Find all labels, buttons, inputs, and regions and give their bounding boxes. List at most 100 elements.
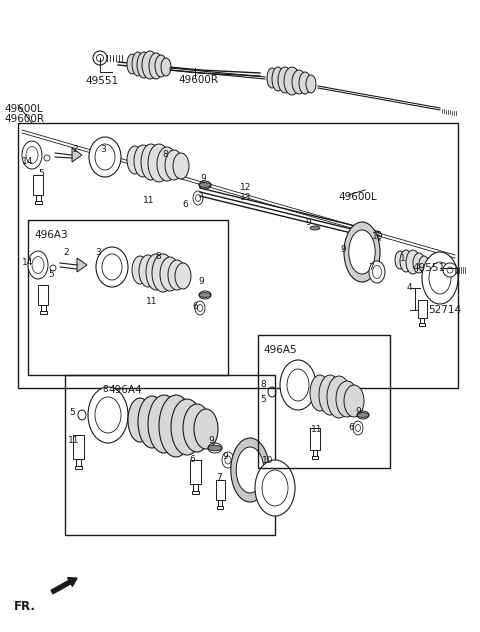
Text: 11: 11	[311, 425, 323, 434]
Ellipse shape	[102, 254, 122, 280]
Ellipse shape	[327, 376, 351, 418]
Text: 7: 7	[216, 473, 222, 482]
Bar	[312, 456, 318, 459]
Ellipse shape	[141, 144, 161, 180]
Text: 9: 9	[200, 174, 206, 183]
Ellipse shape	[132, 52, 144, 76]
Ellipse shape	[148, 395, 180, 453]
Bar	[258, 335, 390, 468]
Polygon shape	[77, 258, 87, 272]
Ellipse shape	[292, 70, 306, 94]
Ellipse shape	[96, 247, 128, 287]
Bar	[18, 123, 458, 388]
Ellipse shape	[299, 72, 311, 94]
Text: 11: 11	[143, 196, 155, 205]
Ellipse shape	[199, 293, 211, 298]
Ellipse shape	[231, 438, 269, 502]
Ellipse shape	[137, 52, 151, 78]
Ellipse shape	[44, 155, 50, 161]
Ellipse shape	[353, 421, 363, 435]
Ellipse shape	[284, 67, 300, 95]
Ellipse shape	[310, 375, 330, 411]
Text: 14: 14	[22, 258, 34, 267]
Text: 2: 2	[72, 145, 78, 154]
Ellipse shape	[89, 137, 121, 177]
Bar	[33, 175, 43, 195]
Ellipse shape	[349, 230, 375, 274]
Text: 49600R: 49600R	[178, 75, 218, 85]
Text: 496A3: 496A3	[34, 230, 68, 240]
Ellipse shape	[32, 257, 44, 274]
Ellipse shape	[152, 254, 174, 292]
Ellipse shape	[139, 255, 157, 287]
Ellipse shape	[422, 252, 458, 304]
Ellipse shape	[306, 75, 316, 93]
Ellipse shape	[138, 396, 166, 448]
Ellipse shape	[168, 260, 186, 290]
Text: 13: 13	[240, 193, 252, 202]
Text: 7: 7	[368, 263, 374, 272]
Bar	[40, 305, 46, 311]
Ellipse shape	[127, 146, 143, 174]
Ellipse shape	[194, 409, 218, 449]
Text: FR.: FR.	[14, 600, 36, 613]
Text: 6: 6	[192, 302, 198, 311]
Ellipse shape	[28, 251, 48, 279]
Text: 5: 5	[260, 395, 266, 404]
Ellipse shape	[413, 253, 425, 273]
Text: 49600L: 49600L	[4, 104, 43, 114]
Ellipse shape	[195, 301, 205, 315]
Ellipse shape	[26, 147, 38, 164]
Bar	[38, 285, 48, 305]
Ellipse shape	[50, 265, 56, 271]
Text: 3: 3	[95, 248, 101, 257]
Ellipse shape	[287, 369, 309, 401]
FancyArrow shape	[51, 578, 77, 593]
Text: 9: 9	[222, 452, 228, 461]
Ellipse shape	[272, 67, 284, 91]
Text: 10: 10	[372, 232, 384, 241]
Ellipse shape	[95, 397, 121, 433]
Ellipse shape	[369, 261, 385, 283]
Ellipse shape	[93, 51, 107, 65]
Text: 9: 9	[355, 407, 361, 416]
Text: 8: 8	[260, 380, 266, 389]
Ellipse shape	[419, 256, 429, 272]
Ellipse shape	[149, 53, 163, 79]
Bar	[218, 500, 222, 506]
Text: 49551: 49551	[85, 76, 118, 86]
Text: 52714: 52714	[428, 305, 461, 315]
Text: 5: 5	[38, 169, 44, 178]
Bar	[310, 428, 320, 450]
Ellipse shape	[146, 254, 166, 290]
Bar	[217, 506, 223, 509]
Ellipse shape	[336, 381, 358, 417]
Ellipse shape	[447, 267, 453, 273]
Ellipse shape	[344, 385, 364, 417]
Text: 5: 5	[69, 408, 75, 417]
Text: 496A4: 496A4	[108, 385, 142, 395]
Ellipse shape	[148, 144, 170, 182]
Ellipse shape	[96, 54, 104, 61]
Ellipse shape	[208, 445, 222, 451]
Text: 9: 9	[340, 245, 346, 254]
Ellipse shape	[356, 425, 360, 432]
Ellipse shape	[262, 470, 288, 506]
Text: 6: 6	[189, 455, 195, 464]
Text: 11: 11	[68, 436, 80, 445]
Ellipse shape	[372, 265, 382, 279]
Ellipse shape	[160, 257, 180, 291]
Bar	[192, 491, 199, 494]
Ellipse shape	[195, 195, 201, 202]
Ellipse shape	[134, 145, 152, 177]
Text: 49600R: 49600R	[4, 114, 44, 124]
Text: 4: 4	[407, 283, 413, 292]
Ellipse shape	[400, 250, 412, 272]
Ellipse shape	[236, 447, 264, 493]
Text: 3: 3	[100, 145, 106, 154]
Ellipse shape	[255, 460, 295, 516]
Bar	[72, 435, 84, 459]
Ellipse shape	[193, 191, 203, 205]
Text: 8: 8	[102, 385, 108, 394]
Bar	[35, 201, 41, 204]
